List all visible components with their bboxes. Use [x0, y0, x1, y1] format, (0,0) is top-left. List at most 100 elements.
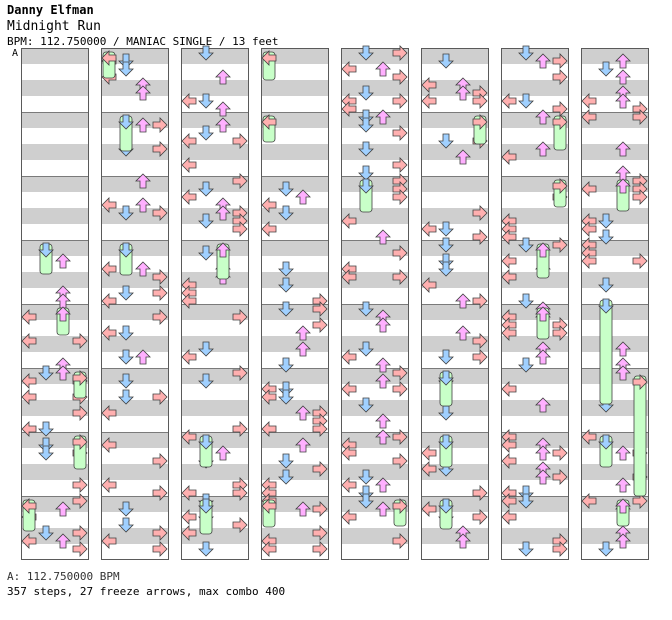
step-arrow-down — [38, 421, 54, 437]
beat-stripe — [341, 272, 409, 288]
step-arrow-up — [55, 253, 71, 269]
step-arrow-up — [55, 365, 71, 381]
column-border — [421, 48, 489, 560]
beat-stripe — [421, 144, 489, 160]
beat-stripe — [261, 112, 329, 128]
step-arrow-down — [38, 365, 54, 381]
step-arrow-right — [232, 365, 248, 381]
beat-stripe — [421, 208, 489, 224]
step-arrow-right — [552, 541, 568, 557]
step-arrow-down — [278, 181, 294, 197]
step-arrow-up — [535, 109, 551, 125]
beat-stripe — [101, 528, 169, 544]
step-arrow-right — [632, 253, 648, 269]
beat-stripe — [181, 272, 249, 288]
step-arrow-right — [392, 125, 408, 141]
beat-stripe — [21, 496, 89, 512]
step-arrow-down — [358, 165, 374, 181]
step-arrow-down — [358, 341, 374, 357]
beat-stripe — [261, 432, 329, 448]
step-arrow-up — [55, 533, 71, 549]
step-arrow-up — [55, 501, 71, 517]
step-arrow-right — [152, 389, 168, 405]
step-arrow-right — [152, 525, 168, 541]
beat-stripe — [581, 176, 649, 192]
step-arrow-up — [615, 365, 631, 381]
beat-stripe — [101, 272, 169, 288]
step-arrow-up — [615, 93, 631, 109]
beat-stripe — [341, 304, 409, 320]
step-arrow-left — [21, 333, 37, 349]
beat-stripe — [341, 144, 409, 160]
beat-stripe — [581, 48, 649, 64]
step-arrow-left — [21, 421, 37, 437]
beat-stripe — [181, 240, 249, 256]
step-arrow-up — [615, 445, 631, 461]
step-arrow-left — [501, 253, 517, 269]
beat-stripe — [421, 240, 489, 256]
step-arrow-up — [535, 349, 551, 365]
beat-stripe — [21, 336, 89, 352]
step-arrow-up — [215, 69, 231, 85]
artist-name: Danny Elfman — [7, 3, 94, 17]
step-arrow-down — [118, 517, 134, 533]
beat-stripe — [341, 112, 409, 128]
step-arrow-up — [455, 85, 471, 101]
step-arrow-down — [118, 242, 134, 258]
step-arrow-down — [198, 341, 214, 357]
beat-stripe — [501, 464, 569, 480]
step-arrow-down — [278, 381, 294, 397]
step-arrow-left — [341, 445, 357, 461]
step-arrow-left — [261, 114, 277, 130]
step-arrow-right — [232, 221, 248, 237]
step-arrow-right — [632, 374, 648, 390]
step-arrow-down — [358, 117, 374, 133]
step-arrow-right — [392, 533, 408, 549]
step-arrow-right — [552, 469, 568, 485]
beat-stripe — [181, 528, 249, 544]
step-arrow-left — [501, 229, 517, 245]
beat-stripe — [421, 496, 489, 512]
step-arrow-left — [21, 373, 37, 389]
beat-stripe — [421, 272, 489, 288]
step-arrow-up — [215, 445, 231, 461]
beat-stripe — [261, 528, 329, 544]
step-arrow-left — [181, 157, 197, 173]
beat-stripe — [21, 432, 89, 448]
step-arrow-down — [278, 205, 294, 221]
step-arrow-left — [501, 453, 517, 469]
step-arrow-left — [501, 93, 517, 109]
step-arrow-right — [152, 205, 168, 221]
step-arrow-down — [598, 213, 614, 229]
step-arrow-right — [392, 429, 408, 445]
beat-stripe — [341, 464, 409, 480]
beat-stripe — [341, 528, 409, 544]
step-arrow-down — [198, 245, 214, 261]
beat-stripe — [261, 144, 329, 160]
beat-stripe — [261, 368, 329, 384]
beat-stripe — [501, 528, 569, 544]
beat-stripe — [581, 80, 649, 96]
beat-stripe — [261, 304, 329, 320]
step-stats: 357 steps, 27 freeze arrows, max combo 4… — [7, 585, 286, 598]
chart-column-1 — [21, 48, 89, 560]
step-arrow-left — [181, 509, 197, 525]
step-arrow-down — [438, 370, 454, 386]
beat-stripe — [421, 432, 489, 448]
step-arrow-down — [278, 357, 294, 373]
column-border — [21, 48, 89, 560]
step-arrow-left — [581, 109, 597, 125]
step-arrow-left — [101, 261, 117, 277]
chart-info: BPM: 112.750000 / MANIAC SINGLE / 13 fee… — [7, 35, 279, 48]
step-arrow-left — [101, 197, 117, 213]
beat-stripe — [501, 368, 569, 384]
beat-stripe — [21, 528, 89, 544]
step-arrow-down — [118, 349, 134, 365]
beat-stripe — [501, 80, 569, 96]
step-arrow-right — [232, 517, 248, 533]
beat-stripe — [501, 48, 569, 64]
step-arrow-down — [518, 541, 534, 557]
step-arrow-right — [232, 309, 248, 325]
beat-stripe — [101, 48, 169, 64]
step-arrow-left — [341, 269, 357, 285]
